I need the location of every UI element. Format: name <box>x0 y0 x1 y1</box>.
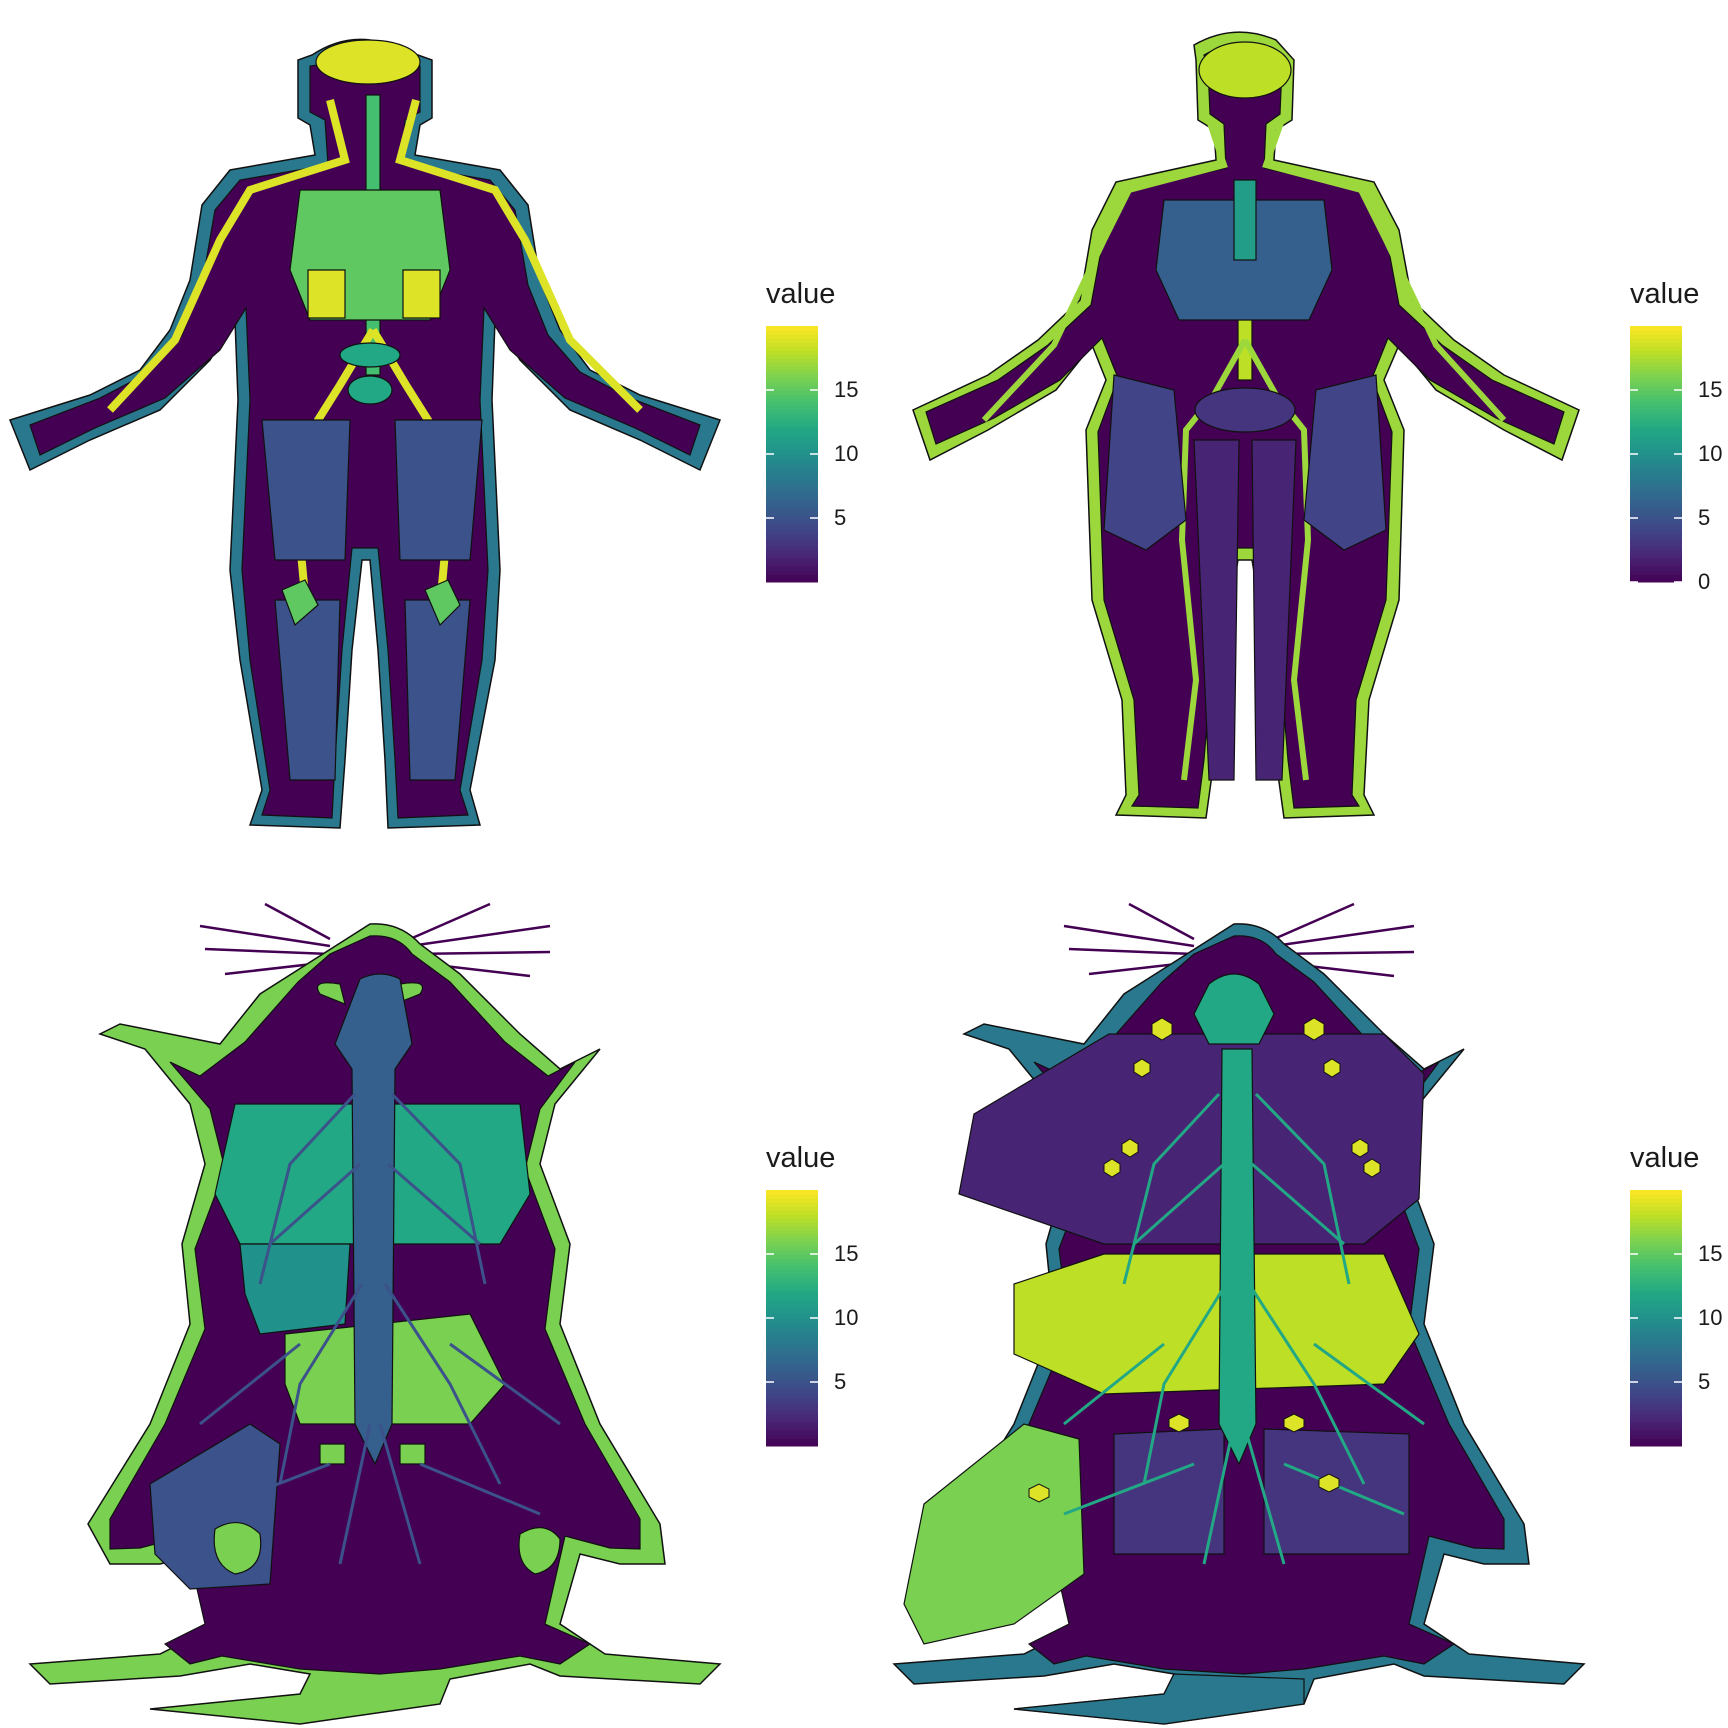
region-brain <box>315 39 421 85</box>
region-nerves <box>1063 1092 1425 1565</box>
region-nerves <box>199 1092 561 1565</box>
region-lower-legs <box>274 599 471 781</box>
colorbar-tick-label: 15 <box>834 377 859 402</box>
colorbar-tick-label: 10 <box>834 441 859 466</box>
panel-human-male: value 5 10 15 <box>0 0 864 864</box>
region-tail <box>1013 1673 1305 1725</box>
panel-mouse-female: value 5 10 15 <box>864 864 1728 1728</box>
anatomogram-mouse-female <box>892 902 1586 1725</box>
region-spinal-cord <box>1218 1048 1257 1466</box>
colorbar-tick-label: 5 <box>834 1369 847 1394</box>
colorbar-tick-label: 0 <box>1698 569 1711 594</box>
region-inner-legs <box>1193 439 1297 781</box>
colorbar-tick-label: 15 <box>1698 377 1723 402</box>
colorbar-tick-label: 10 <box>1698 441 1723 466</box>
region-esophagus <box>1233 179 1257 261</box>
region-lymph-nodes <box>1028 1017 1381 1503</box>
region-left-hind-leg <box>903 1423 1085 1645</box>
anatomogram-mouse-male <box>28 902 722 1725</box>
region-hips <box>1103 374 1387 551</box>
region-bladder <box>339 342 401 368</box>
region-body <box>29 51 701 819</box>
region-whiskers <box>1063 902 1415 978</box>
colorbar-tick-label: 10 <box>834 1305 859 1330</box>
legend-title: value <box>766 278 836 310</box>
region-upper-legs <box>261 419 483 561</box>
region-abdomen <box>1013 1253 1420 1395</box>
region-pelvis <box>1194 387 1296 433</box>
region-knee-glands <box>281 579 461 627</box>
region-kidneys <box>307 269 441 319</box>
region-glands <box>213 1443 561 1575</box>
region-brain <box>1193 973 1275 1045</box>
legend-title: value <box>766 1142 836 1174</box>
colorbar-tick-label: 5 <box>1698 505 1711 530</box>
region-blood-vessels <box>981 118 1507 781</box>
region-liver <box>347 375 393 405</box>
panel-mouse-male: value 5 10 15 <box>0 864 864 1728</box>
region-thorax <box>958 1033 1425 1245</box>
region-right-hind-leg <box>1113 1428 1410 1555</box>
legend-title: value <box>1630 278 1700 310</box>
colorbar-tick-label: 15 <box>834 1241 859 1266</box>
colorbar-tick-label: 5 <box>834 505 847 530</box>
region-liver <box>239 1243 351 1335</box>
colorbar-tick-label: 15 <box>1698 1241 1723 1266</box>
panel-human-female: value 0 5 10 15 <box>864 0 1728 864</box>
colorbar-tick-label: 5 <box>1698 1369 1711 1394</box>
legend-title: value <box>1630 1142 1700 1174</box>
anatomogram-human-female <box>912 31 1580 819</box>
colorbar-tick-label: 10 <box>1698 1305 1723 1330</box>
region-whiskers <box>199 902 551 978</box>
region-head <box>1198 41 1292 99</box>
anatomogram-human-male <box>9 38 721 829</box>
region-lower-abdomen <box>284 1313 506 1425</box>
